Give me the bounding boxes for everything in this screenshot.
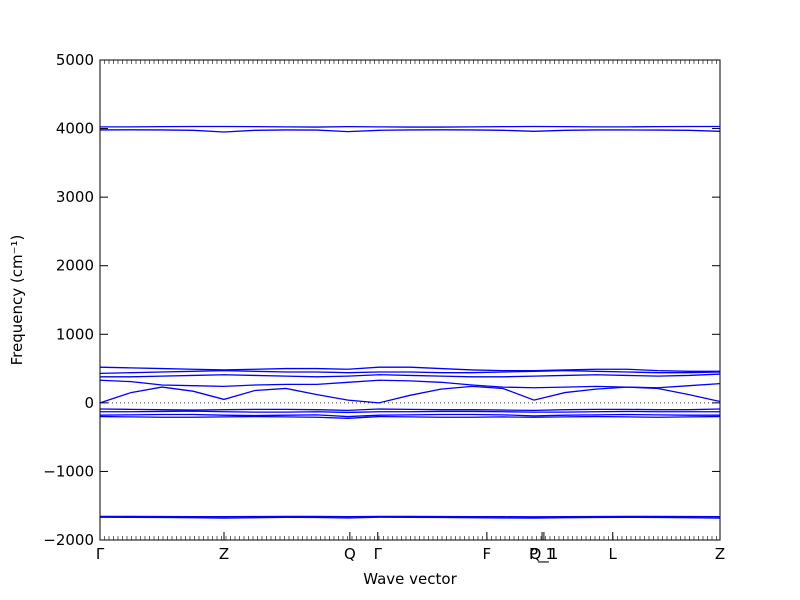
band-line [99,369,721,375]
band-line [99,516,721,519]
plot-frame [99,59,721,541]
x-tick-label: P_1 [529,545,555,564]
y-tick-label: 2000 [56,257,94,275]
x-tick-label: F [483,545,492,563]
y-tick-label: 1000 [56,325,94,343]
band-line [99,129,721,133]
x-tick-label: Z [715,545,725,563]
band-line [99,415,721,419]
band-line [100,410,720,414]
x-tick-label: Q [344,545,356,563]
x-tick-label: L [609,545,618,563]
x-axis-label: Wave vector [363,570,457,588]
y-tick-label: 0 [84,394,94,412]
band-line [100,373,721,378]
band-line [99,413,720,418]
x-tick-label: Γ [374,545,383,563]
band-line [100,125,720,128]
band-line [99,379,721,389]
y-axis-label: Frequency (cm⁻¹) [8,235,26,366]
band-line [99,408,721,412]
band-line [99,385,721,404]
y-tick-label: 3000 [56,188,94,206]
y-tick-label: 4000 [56,120,94,138]
band-line [99,366,720,372]
x-tick-label: Z [219,545,229,563]
x-tick-label: Γ [96,545,105,563]
y-tick-label: −2000 [43,531,94,549]
y-tick-label: 5000 [56,51,94,69]
y-tick-label: −1000 [43,462,94,480]
x-tick-label: Q_1 [529,545,558,564]
